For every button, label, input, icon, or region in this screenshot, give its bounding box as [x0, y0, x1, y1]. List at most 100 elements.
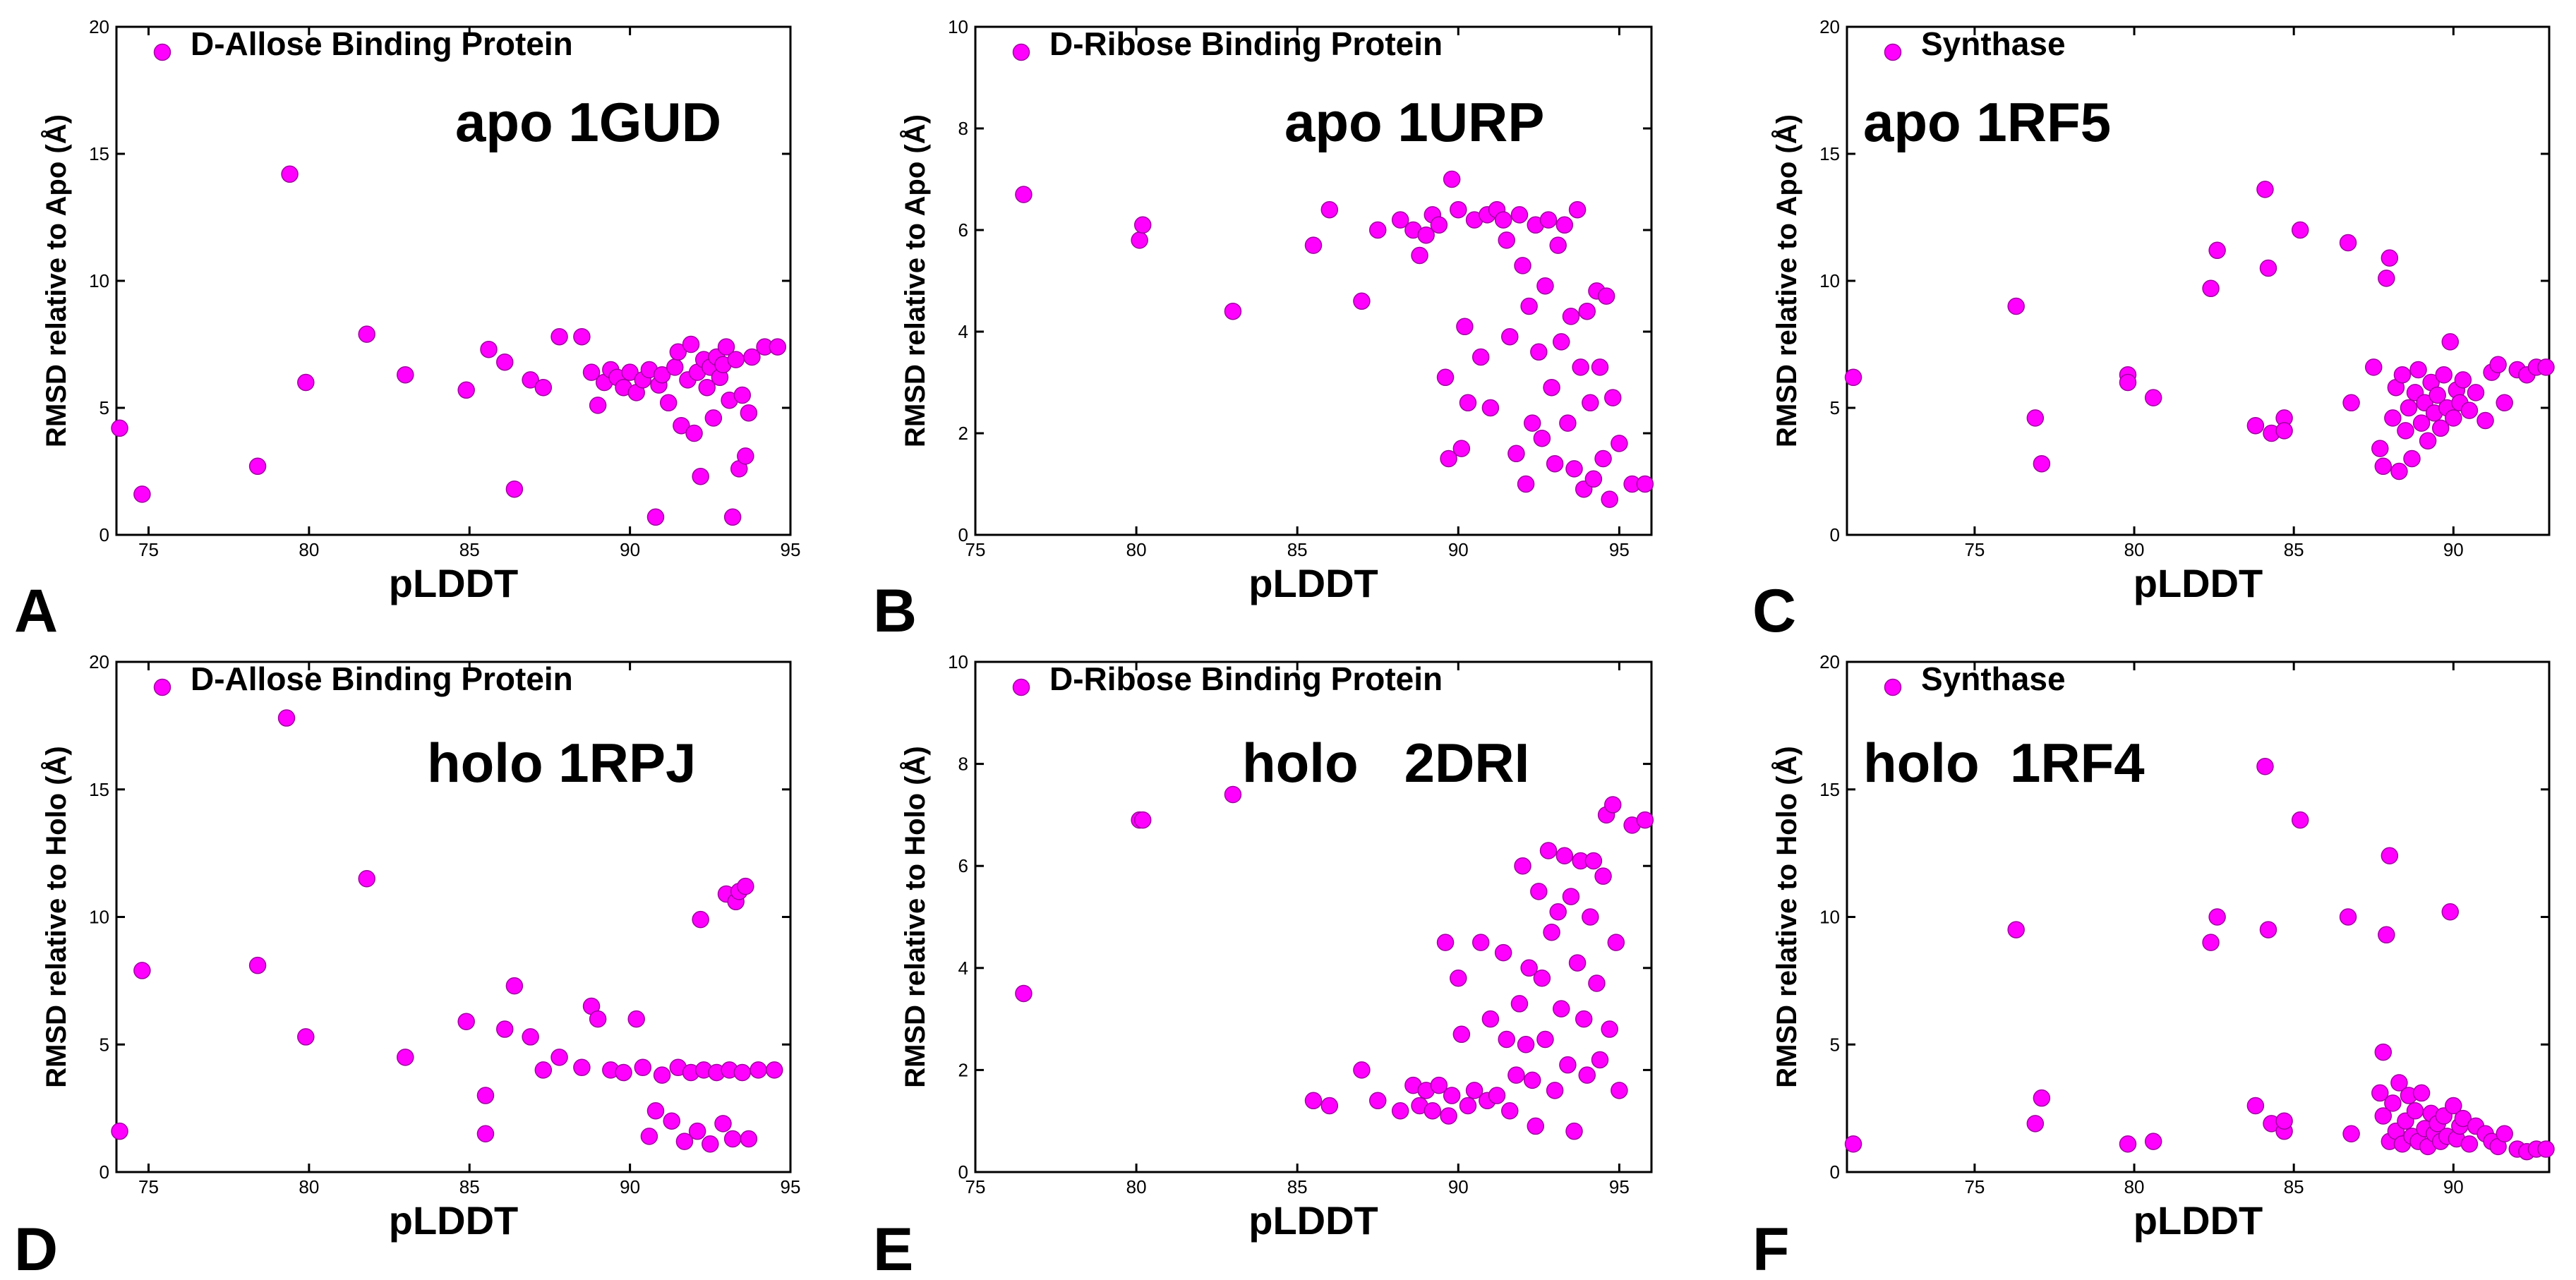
data-point: [2246, 1097, 2265, 1115]
y-tick-label: 10: [1819, 270, 1840, 291]
data-point: [646, 508, 665, 526]
data-point: [1584, 852, 1603, 870]
data-point: [1498, 231, 1515, 249]
data-point: [1549, 236, 1567, 254]
data-point: [1510, 206, 1529, 224]
data-point: [111, 1122, 128, 1140]
x-axis-label: pLDDT: [389, 561, 519, 605]
data-point: [2339, 908, 2357, 926]
panel-letter: D: [14, 1216, 58, 1280]
x-axis-label: pLDDT: [1248, 561, 1378, 605]
data-point: [133, 962, 151, 979]
data-point: [1555, 847, 1574, 864]
data-point: [1501, 1101, 1519, 1120]
data-point: [2381, 847, 2399, 864]
data-point: [2496, 1125, 2513, 1143]
data-point: [2291, 221, 2309, 239]
data-point: [2441, 903, 2460, 921]
legend-marker: [1012, 43, 1030, 61]
legend-label: Synthase: [1921, 660, 2066, 697]
y-tick-label: 5: [100, 397, 109, 418]
legend-label: D-Allose Binding Protein: [191, 660, 573, 697]
data-point: [675, 1133, 694, 1150]
y-tick-label: 6: [958, 855, 968, 876]
x-axis-label: pLDDT: [1248, 1198, 1378, 1243]
data-point: [582, 363, 601, 381]
data-point: [2026, 409, 2045, 427]
data-point: [476, 1125, 495, 1143]
data-point: [743, 348, 761, 366]
data-point: [1436, 934, 1455, 951]
y-tick-label: 8: [958, 118, 968, 139]
data-point: [688, 1122, 706, 1140]
data-point: [1536, 1030, 1554, 1049]
data-point: [1543, 923, 1560, 941]
data-point: [1549, 903, 1567, 921]
data-point: [2397, 422, 2414, 440]
x-tick-label: 95: [781, 1176, 801, 1197]
data-point: [358, 870, 375, 888]
data-point: [1520, 959, 1538, 977]
x-tick-label: 80: [2124, 539, 2145, 560]
data-point: [2339, 234, 2357, 252]
data-point: [2428, 386, 2446, 404]
data-point: [1597, 287, 1615, 305]
y-tick-label: 0: [1830, 1161, 1840, 1183]
data-point: [1498, 1030, 1515, 1049]
data-point: [1530, 343, 1548, 361]
data-point: [740, 1130, 758, 1148]
chart-panel-c: 75 80 85 90 0 5 10 15 20 Synthase apo 1RF5 pLDDT RMS…: [1752, 16, 2555, 645]
data-point: [1133, 811, 1152, 829]
data-point: [1546, 1082, 1564, 1099]
y-axis-label: RMSD relative to Apo (Å): [1771, 114, 1802, 447]
y-axis-label: RMSD relative to Holo (Å): [1771, 746, 1802, 1087]
data-point: [2400, 399, 2418, 417]
data-point: [2412, 414, 2431, 432]
data-point: [1533, 429, 1551, 447]
data-point: [2467, 384, 2485, 401]
data-point: [2435, 366, 2452, 384]
data-point: [1510, 995, 1529, 1013]
data-point: [2033, 1089, 2051, 1107]
data-point: [2374, 1043, 2393, 1061]
panel-annotation: holo 1RF4: [1863, 732, 2145, 794]
data-point: [2445, 409, 2462, 427]
data-point: [723, 1130, 742, 1148]
data-point: [522, 371, 539, 389]
data-point: [505, 480, 524, 498]
panel-letter: A: [14, 577, 58, 645]
data-point: [2384, 409, 2402, 427]
data-point: [1546, 454, 1564, 473]
legend-marker: [153, 43, 171, 61]
x-tick-label: 95: [781, 539, 801, 560]
data-point: [457, 381, 475, 399]
y-axis-label: RMSD relative to Holo (Å): [40, 746, 72, 1087]
y-tick-label: 20: [1819, 16, 1840, 37]
data-point: [2454, 371, 2472, 389]
data-point: [1591, 358, 1609, 376]
data-point: [750, 1061, 767, 1079]
data-point: [1539, 842, 1558, 859]
data-point: [358, 325, 375, 343]
data-point: [589, 397, 607, 414]
data-point: [573, 327, 591, 346]
data-point: [2476, 411, 2494, 430]
x-tick-label: 85: [1287, 539, 1308, 560]
data-point: [1555, 216, 1574, 234]
data-point: [727, 351, 745, 368]
data-point: [621, 363, 639, 381]
data-point: [397, 1049, 414, 1066]
data-point: [1465, 1082, 1483, 1099]
x-tick-label: 75: [965, 539, 986, 560]
data-point: [1507, 445, 1525, 463]
data-point: [2202, 934, 2220, 951]
data-point: [1131, 231, 1148, 249]
y-tick-label: 2: [958, 1059, 968, 1080]
y-axis-label: RMSD relative to Holo (Å): [899, 746, 931, 1087]
data-point: [522, 1028, 539, 1046]
data-point: [1568, 200, 1587, 219]
data-point: [2419, 432, 2437, 450]
data-point: [698, 378, 716, 397]
data-point: [2259, 921, 2277, 938]
data-point: [1527, 1117, 1545, 1135]
